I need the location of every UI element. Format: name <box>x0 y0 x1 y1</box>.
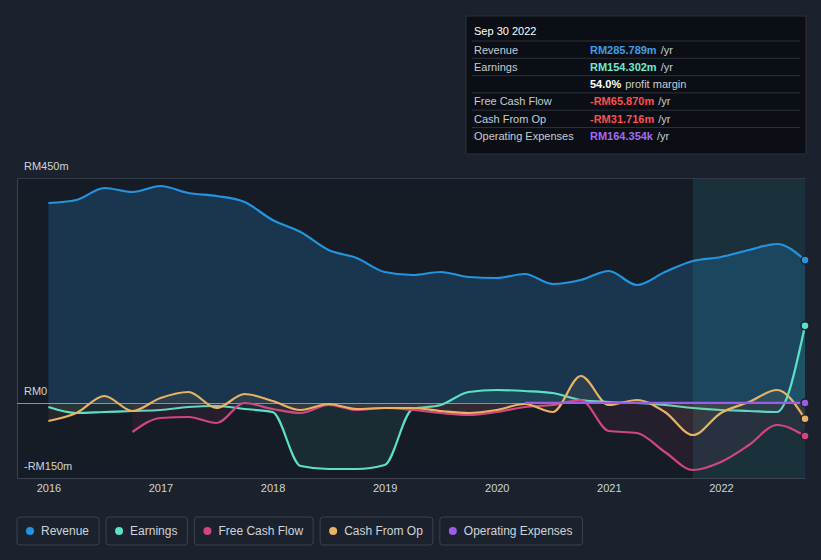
legend-swatch <box>26 527 34 535</box>
tooltip-separator <box>472 75 800 76</box>
legend-box[interactable] <box>320 517 433 545</box>
end-point <box>801 432 809 440</box>
tooltip-separator <box>472 110 800 111</box>
y-tick: RM450m <box>17 160 805 178</box>
tooltip-label: Earnings <box>474 61 518 73</box>
y-axis-line <box>17 179 18 479</box>
legend-box[interactable] <box>106 517 187 545</box>
plot <box>48 186 805 470</box>
legend-swatch <box>203 527 211 535</box>
tooltip-label: Operating Expenses <box>474 130 574 142</box>
x-tick: 2022 <box>709 478 733 494</box>
tooltip-label: Free Cash Flow <box>474 95 552 107</box>
plot-area <box>17 178 805 478</box>
chart-svg: -RM150m RM0 RM450m 2016 2017 2018 2019 2020 2021… <box>0 0 821 560</box>
series-area <box>48 376 805 435</box>
grid-line <box>17 178 805 179</box>
legend-box[interactable] <box>17 517 99 545</box>
tooltip-date: Sep 30 2022 <box>474 25 536 37</box>
tooltip-separator <box>472 58 800 59</box>
x-axis-line <box>18 478 806 479</box>
tooltip-unit: /yr <box>661 44 674 56</box>
y-axis: -RM150m RM0 RM450m <box>17 160 805 478</box>
tooltip-unit: /yr <box>658 113 671 125</box>
legend-swatch <box>329 527 337 535</box>
y-tick-label: RM450m <box>24 160 69 172</box>
tooltip-value: RM164.354k <box>590 130 654 142</box>
grid-line <box>17 478 805 479</box>
legend-box[interactable] <box>194 517 313 545</box>
x-tick-label: 2017 <box>149 482 173 494</box>
legend-label: Earnings <box>130 524 177 538</box>
legend-swatch <box>449 527 457 535</box>
series-area <box>48 186 805 403</box>
legend-box[interactable] <box>440 517 583 545</box>
tooltip-unit: /yr <box>658 95 671 107</box>
series-line <box>48 376 805 435</box>
tooltip-box <box>466 16 806 154</box>
x-tick: 2019 <box>373 478 397 494</box>
x-tick-label: 2020 <box>485 482 509 494</box>
end-point <box>801 399 809 407</box>
series-area <box>48 326 805 469</box>
tooltip: Sep 30 2022 Revenue RM285.789m/yr Earnings R… <box>466 16 806 154</box>
x-tick: 2021 <box>597 478 621 494</box>
x-tick: 2020 <box>485 478 509 494</box>
legend-item[interactable]: Cash From Op <box>320 517 433 545</box>
legend-item[interactable]: Operating Expenses <box>440 517 583 545</box>
tooltip-separator <box>472 127 800 128</box>
end-point <box>801 256 809 264</box>
series-area <box>525 402 805 403</box>
legend-item[interactable]: Revenue <box>17 517 99 545</box>
x-tick-label: 2018 <box>261 482 285 494</box>
tooltip-unit: profit margin <box>625 78 686 90</box>
tooltip-value: -RM65.870m <box>590 95 654 107</box>
legend-label: Free Cash Flow <box>218 524 303 538</box>
tooltip-value: -RM31.716m <box>590 113 654 125</box>
tooltip-value: 54.0% <box>590 78 621 90</box>
x-tick: 2016 <box>37 478 61 494</box>
tooltip-unit: /yr <box>657 130 670 142</box>
y-tick-label: -RM150m <box>24 460 72 472</box>
background <box>0 0 821 560</box>
legend-item[interactable]: Free Cash Flow <box>194 517 313 545</box>
x-tick: 2017 <box>149 478 173 494</box>
legend-label: Cash From Op <box>344 524 423 538</box>
tooltip-value: RM285.789m <box>590 44 657 56</box>
tooltip-separator <box>472 41 800 42</box>
legend-label: Operating Expenses <box>464 524 573 538</box>
x-tick-label: 2022 <box>709 482 733 494</box>
x-tick-label: 2016 <box>37 482 61 494</box>
tooltip-unit: /yr <box>661 61 674 73</box>
x-tick-label: 2021 <box>597 482 621 494</box>
series-line <box>48 186 805 285</box>
x-tick-label: 2019 <box>373 482 397 494</box>
series-line <box>48 326 805 469</box>
legend-swatch <box>115 527 123 535</box>
legend: Revenue Earnings Free Cash Flow Cash From O… <box>17 517 583 545</box>
tooltip-label: Revenue <box>474 44 518 56</box>
y-tick-label: RM0 <box>24 385 47 397</box>
series-line <box>525 402 805 404</box>
tooltip-value: RM154.302m <box>590 61 657 73</box>
x-axis: 2016 2017 2018 2019 2020 2021 2022 <box>18 478 806 494</box>
end-point <box>801 415 809 423</box>
tooltip-label: Cash From Op <box>474 113 546 125</box>
x-tick: 2018 <box>261 478 285 494</box>
legend-label: Revenue <box>41 524 89 538</box>
legend-item[interactable]: Earnings <box>106 517 187 545</box>
end-point <box>801 322 809 330</box>
tooltip-separator <box>472 92 800 93</box>
